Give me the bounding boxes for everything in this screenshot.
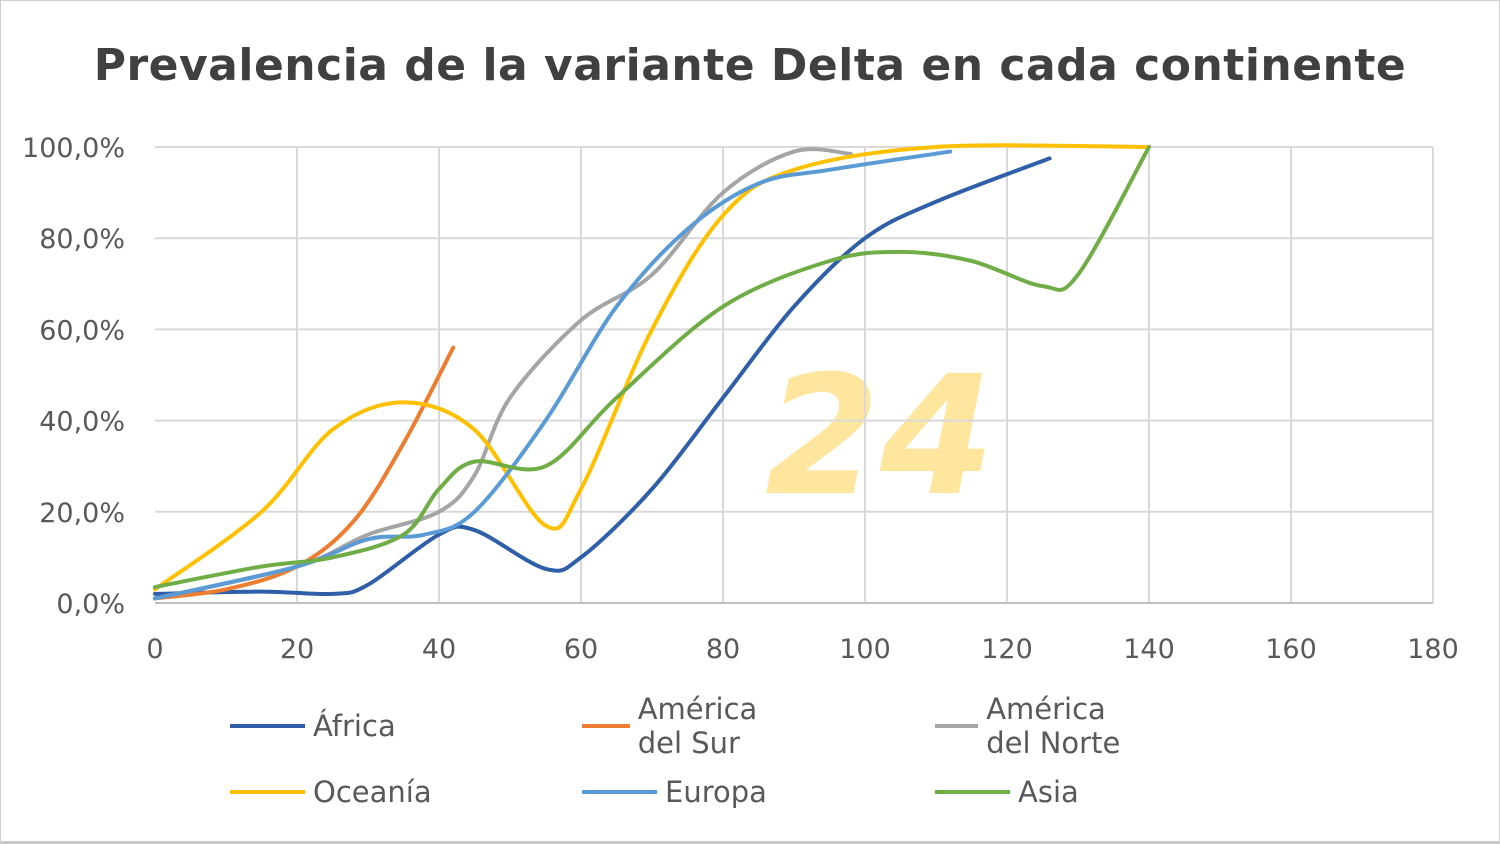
legend-item: América del Norte xyxy=(935,692,1138,760)
watermark: 24 xyxy=(765,340,995,532)
series-line-3 xyxy=(153,143,1151,592)
x-tick-label: 140 xyxy=(1123,634,1175,665)
legend-swatch xyxy=(230,724,305,728)
series-line-1 xyxy=(153,345,456,601)
y-tick-label: 100,0% xyxy=(22,133,125,164)
x-tick-label: 180 xyxy=(1407,634,1459,665)
series-line-0 xyxy=(153,156,1052,597)
legend-item: Oceanía xyxy=(230,772,432,812)
legend-swatch xyxy=(582,790,657,794)
legend-label: América del Sur xyxy=(637,692,758,760)
series-line-4 xyxy=(153,149,953,601)
x-tick-label: 80 xyxy=(706,634,740,665)
x-tick-label: 100 xyxy=(839,634,891,665)
y-tick-label: 80,0% xyxy=(39,224,125,255)
legend-item: Europa xyxy=(582,772,767,812)
chart-title: Prevalencia de la variante Delta en cada… xyxy=(93,40,1407,91)
x-tick-label: 40 xyxy=(422,634,456,665)
x-tick-label: 20 xyxy=(280,634,314,665)
x-tick-label: 120 xyxy=(981,634,1033,665)
legend-label: Oceanía xyxy=(313,775,432,809)
series-line-2 xyxy=(153,147,853,601)
y-tick-label: 0,0% xyxy=(56,589,125,620)
legend-swatch xyxy=(582,724,630,728)
series-line-5 xyxy=(153,145,1151,590)
x-tick-label: 0 xyxy=(146,634,163,665)
legend-label: África xyxy=(313,709,396,743)
legend-item: Asia xyxy=(935,772,1079,812)
legend-swatch xyxy=(230,790,305,794)
x-tick-label: 60 xyxy=(564,634,598,665)
x-tick-label: 160 xyxy=(1265,634,1317,665)
legend-label: Europa xyxy=(665,775,767,809)
legend-swatch xyxy=(935,724,979,728)
legend-item: África xyxy=(230,706,396,746)
y-tick-label: 20,0% xyxy=(39,498,125,529)
y-tick-label: 60,0% xyxy=(39,315,125,346)
legend-item: América del Sur xyxy=(582,692,785,760)
y-tick-label: 40,0% xyxy=(39,407,125,438)
legend-label: Asia xyxy=(1018,775,1079,809)
legend-swatch xyxy=(935,790,1010,794)
legend-label: América del Norte xyxy=(986,692,1121,760)
